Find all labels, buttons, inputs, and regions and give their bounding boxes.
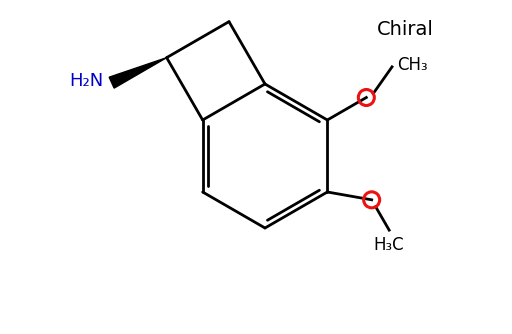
Text: Chiral: Chiral [376,19,434,38]
Text: H₃C: H₃C [374,236,404,254]
Polygon shape [109,58,166,88]
Text: H₂N: H₂N [70,72,103,90]
Text: CH₃: CH₃ [397,56,428,74]
